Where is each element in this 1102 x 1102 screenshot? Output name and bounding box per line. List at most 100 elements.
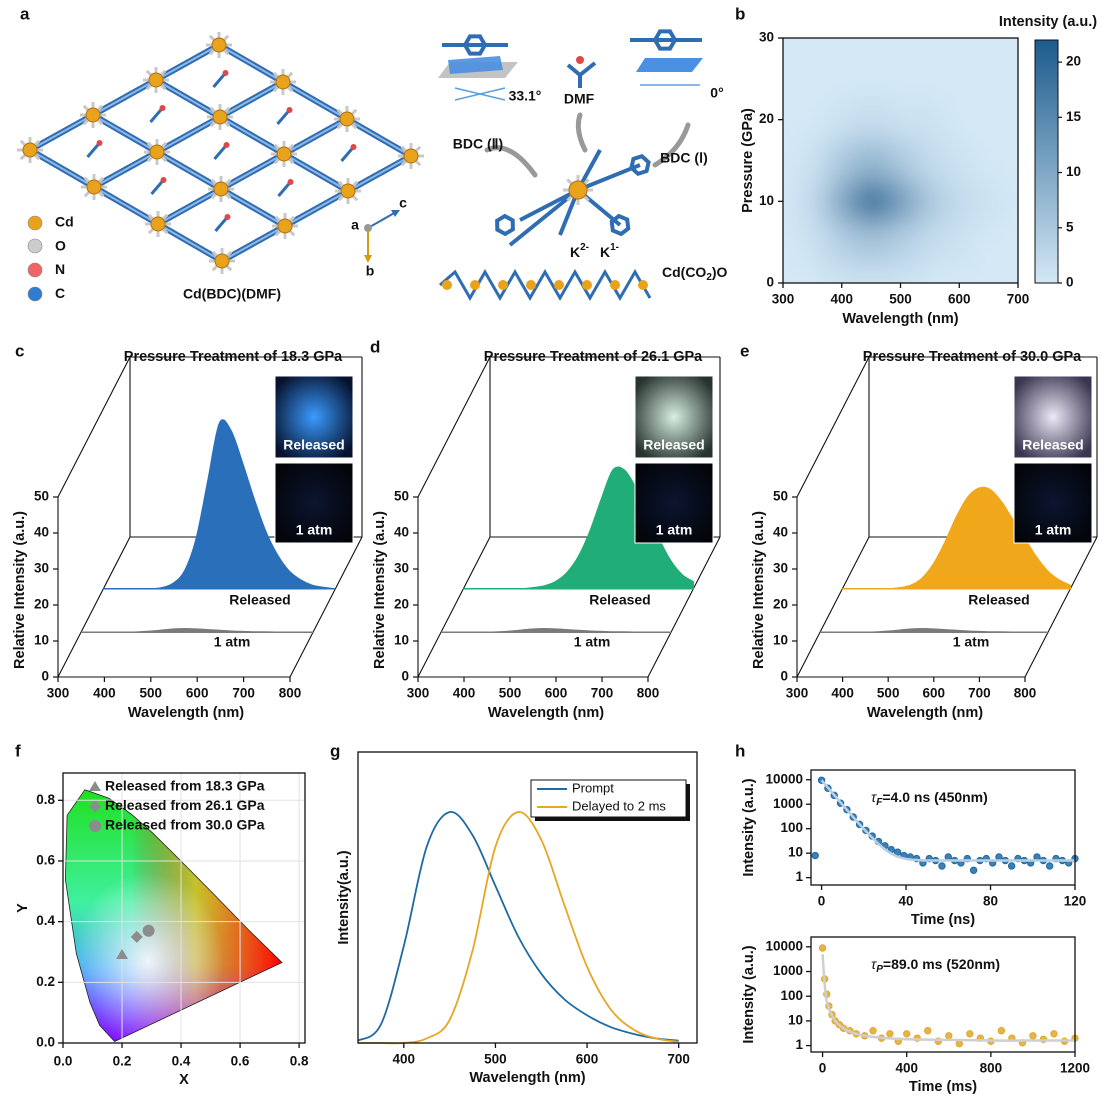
angle-label: 0° <box>710 85 723 101</box>
annotation-subscript: F <box>876 797 883 808</box>
y-axis-label: Y <box>15 903 31 913</box>
heatmap-cell <box>827 221 857 264</box>
point <box>1050 1030 1058 1038</box>
dmf-bond <box>340 146 355 162</box>
linker-highlight <box>92 79 157 116</box>
heatmap-cell <box>856 180 887 223</box>
heatmap-cell <box>783 221 799 264</box>
y-tick-label: 0 <box>766 275 774 290</box>
legend-sphere <box>27 215 43 231</box>
linker-highlight <box>93 151 158 188</box>
cd-atom <box>150 216 166 232</box>
y-tick-label: 10000 <box>765 771 803 786</box>
heatmap-cell <box>973 99 1004 141</box>
dmf-bond <box>277 181 292 197</box>
heatmap-cell <box>1003 38 1018 59</box>
x-tick-label: 0 <box>818 894 826 909</box>
y-tick-label: 0.0 <box>36 1035 55 1050</box>
x-tick-label: 0.6 <box>231 1054 250 1069</box>
legend-label: Cd <box>55 214 74 230</box>
heatmap-cell <box>1003 140 1018 182</box>
heatmap-cell <box>856 58 887 100</box>
cd-atom <box>276 146 292 162</box>
box-edge <box>417 536 491 678</box>
heatmap-cell <box>856 140 887 182</box>
y-tick-label: 10 <box>394 633 409 648</box>
legend-sphere <box>27 262 43 278</box>
heatmap-cells <box>783 38 1018 283</box>
linker-highlight <box>219 116 285 155</box>
dmf-oxygen <box>286 107 293 113</box>
point <box>969 866 978 874</box>
x-tick-label: 300 <box>786 686 809 701</box>
heatmap-cell <box>783 180 799 223</box>
dmf-oxygen <box>222 70 229 76</box>
inset-photo <box>1013 462 1093 544</box>
heatmap-cell <box>944 221 975 264</box>
linker-highlight <box>282 81 348 120</box>
colorbar <box>1034 39 1059 284</box>
benzene-ring <box>652 29 678 51</box>
framework-label: Cd(BDC)(DMF) <box>183 286 281 302</box>
chart-title: Pressure Treatment of 30.0 GPa <box>863 349 1082 365</box>
linker <box>519 188 579 222</box>
panel-label: h <box>735 741 745 760</box>
inset-label: 1 atm <box>656 522 693 538</box>
x-tick-label: 700 <box>667 1052 690 1067</box>
chart-title: Pressure Treatment of 26.1 GPa <box>484 349 703 365</box>
plot-frame <box>357 751 698 1044</box>
x-tick-label: 0.0 <box>54 1054 73 1069</box>
plot-frame <box>62 772 306 1044</box>
heatmap-cell <box>885 140 916 182</box>
k-base: K <box>600 244 610 260</box>
annotation-text: =89.0 ms (520nm) <box>883 956 1000 972</box>
heatmap-cell <box>944 38 975 59</box>
x-axis-label: Wavelength (nm) <box>128 705 244 721</box>
x-tick-label: 700 <box>591 686 614 701</box>
cd-atom <box>277 218 293 234</box>
ring-plane <box>448 56 503 74</box>
x-axis-label: Time (ms) <box>909 1079 977 1095</box>
cd-atom <box>403 148 419 164</box>
heatmap-blur <box>783 38 1018 283</box>
chain-cd <box>498 280 508 290</box>
dmf-bond <box>214 216 229 232</box>
panel-label: d <box>370 337 380 356</box>
heatmap-cell <box>827 180 857 223</box>
linker-highlight <box>29 114 94 151</box>
heatmap-cell <box>783 140 799 182</box>
fit-line <box>820 779 1075 862</box>
y-tick-label: 0 <box>401 669 409 684</box>
box-edge <box>796 536 870 678</box>
heatmap-cell <box>1003 262 1018 283</box>
axis-letter: b <box>366 263 375 279</box>
inset-label: 1 atm <box>1035 522 1072 538</box>
x-tick-label: 400 <box>831 686 854 701</box>
box-edge <box>796 356 870 498</box>
curved-arrow <box>575 112 588 153</box>
cd-atom <box>339 111 355 127</box>
annotation-symbol: τ <box>871 956 877 972</box>
heatmap-cell <box>797 140 828 182</box>
x-tick-label: 500 <box>140 686 163 701</box>
x-tick-label: 500 <box>484 1052 507 1067</box>
y-axis-label: Intensity (a.u.) <box>741 945 757 1043</box>
curved-arrow <box>652 122 691 168</box>
y-tick-label: 0.8 <box>36 792 55 807</box>
y-tick-label: 0.2 <box>36 974 55 989</box>
y-tick-label: 0 <box>41 669 49 684</box>
panel-label: e <box>740 341 749 360</box>
curved-arrow <box>484 145 538 178</box>
heatmap-cell <box>783 99 799 141</box>
box-edge <box>647 536 721 678</box>
heatmap-cell <box>1003 99 1018 141</box>
heatmap-cell <box>797 180 828 223</box>
cd-atom <box>275 74 291 90</box>
x-tick-label: 400 <box>393 1052 416 1067</box>
chart-title: Pressure Treatment of 18.3 GPa <box>124 349 343 365</box>
x-tick-label: 700 <box>232 686 255 701</box>
heatmap-cell <box>944 99 975 141</box>
x-tick-label: 1200 <box>1060 1061 1090 1076</box>
legend-sphere <box>27 238 43 254</box>
heatmap-cell <box>783 38 799 59</box>
